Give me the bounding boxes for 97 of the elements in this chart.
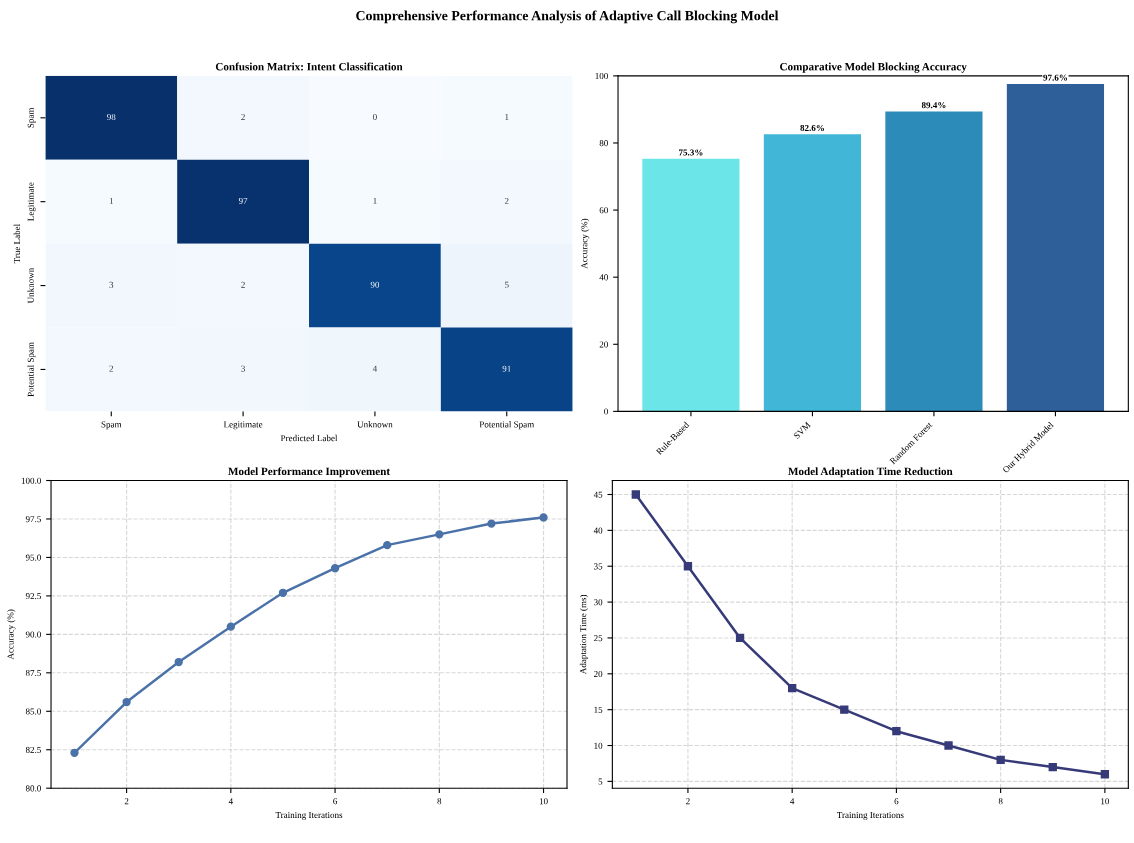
x-axis-title: Training Iterations [275,811,343,820]
x-tick-label: 6 [333,798,338,805]
y-tick-label: 15 [594,706,603,713]
y-tick-label: 0 [604,408,608,415]
bar [763,134,862,412]
y-tick-label: 87.5 [25,669,41,677]
x-tick-label: Potential Spam [479,421,535,430]
data-label: 2 [504,197,509,204]
x-axis-title: Predicted Label [280,434,338,442]
data-label: 3 [241,365,246,372]
y-tick-label: Spam [27,107,36,128]
x-tick-label: 4 [790,798,795,805]
x-axis-title: Training Iterations [836,811,904,820]
y-axis-title: Accuracy (%) [7,609,16,660]
y-tick-label: 40 [599,274,608,281]
x-tick-label: Unknown [357,421,393,428]
y-tick-label: 85.0 [25,708,41,715]
point [174,657,183,667]
point [944,741,953,750]
point [330,564,340,573]
data-label: 97.6% [1043,74,1067,81]
chart-title: Model Adaptation Time Reduction [788,467,953,478]
y-tick-label: 95.0 [25,554,41,561]
point [383,540,392,550]
data-label: 4 [372,365,378,372]
x-tick-label: 4 [228,798,233,805]
data-label: 2 [241,114,245,120]
bar [642,158,740,412]
point [631,490,640,499]
y-tick-label: 100 [595,73,608,80]
data-label: 97 [238,197,248,204]
point [683,562,693,571]
y-tick-label: 92.5 [25,593,41,600]
point [788,683,797,693]
point [226,622,236,631]
point [1100,770,1110,779]
y-tick-label: 5 [598,778,603,785]
data-label: 0 [373,113,377,121]
point [892,727,901,736]
y-tick-label: 30 [594,599,603,606]
data-label: 1 [505,114,509,120]
y-tick-label: 25 [594,635,603,642]
data-label: 3 [109,281,114,288]
x-tick-label: Legitimate [223,421,263,430]
data-label: 89.4% [921,102,946,109]
point [840,705,849,714]
y-axis-title: True Label [13,224,21,264]
bar [1006,83,1105,412]
x-tick-label: 8 [437,798,442,805]
x-tick-label: 10 [539,798,548,805]
chart-title: Confusion Matrix: Intent Classification [215,62,403,71]
x-tick-label: 10 [1101,798,1110,805]
data-label: 90 [370,281,380,288]
data-label: 98 [107,113,116,121]
x-tick-label: 2 [124,798,129,805]
y-tick-label: 82.5 [25,746,41,753]
y-tick-label: 60 [599,207,608,214]
data-label: 2 [109,365,114,372]
data-label: 1 [109,197,113,204]
chart-title: Model Performance Improvement [228,467,391,478]
y-tick-label: Legitimate [27,182,36,221]
y-tick-label: 40 [593,527,603,534]
data-label: 91 [502,365,511,372]
y-tick-label: 45 [593,491,603,498]
data-label: 75.3% [679,149,703,156]
y-tick-label: 10 [594,742,603,749]
point [735,633,745,643]
x-tick-label: 6 [894,798,899,805]
y-axis-title: Adaptation Time (ms) [579,594,589,675]
x-tick-label: Spam [101,421,122,430]
data-label: 1 [373,197,377,204]
y-tick-label: 80.0 [25,785,41,792]
y-tick-label: 80 [599,140,608,147]
point [435,530,444,539]
y-tick-label: 97.5 [25,516,41,523]
data-label: 5 [505,281,509,288]
data-label: 82.6% [800,124,824,132]
x-tick-label: 8 [998,798,1003,805]
point [70,748,79,757]
point [1048,762,1057,772]
y-tick-label: 20 [594,670,603,678]
y-tick-label: 90.0 [25,631,41,638]
y-tick-label: 35 [594,563,603,570]
point [122,697,131,707]
x-tick-label: 2 [686,798,690,805]
y-tick-label: 20 [599,341,608,348]
point [996,755,1005,765]
point [278,588,288,597]
bar [885,111,983,412]
y-tick-label: Unknown [27,267,34,304]
chart-title: Comparative Model Blocking Accuracy [780,62,967,73]
y-tick-label: 100.0 [21,477,41,484]
y-axis-title: Accuracy (%) [581,218,590,269]
data-label: 2 [241,281,245,288]
text: Comprehensive Performance Analysis of Adaptive Call Blocking Model [356,10,779,24]
point [539,513,548,522]
point [487,519,496,528]
